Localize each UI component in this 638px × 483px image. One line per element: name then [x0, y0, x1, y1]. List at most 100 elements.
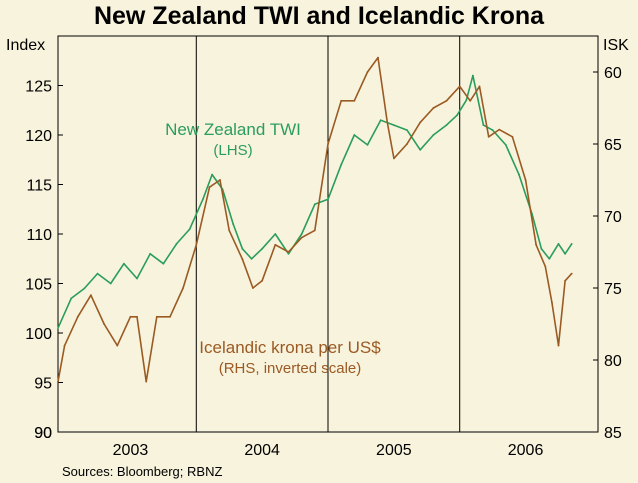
isk-point-37	[487, 135, 490, 138]
isk-point-26	[366, 71, 369, 73]
chart-title: New Zealand TWI and Icelandic Krona	[93, 2, 545, 30]
isk-line	[57, 56, 573, 383]
isk-point-30	[406, 143, 408, 145]
isk-point-24	[340, 99, 343, 102]
isk-point-20	[287, 251, 290, 253]
nztwi-point-32	[456, 114, 458, 117]
nztwi-series-label: New Zealand TWI	[165, 120, 301, 139]
isk-point-38	[498, 128, 501, 131]
right-axis-ticks: 60 65 70 75 80 85	[593, 65, 622, 442]
nztwi-point-10	[188, 228, 191, 231]
x-label-2004: 2004	[244, 442, 280, 459]
nztwi-point-3	[96, 272, 99, 275]
nztwi-point-20	[300, 233, 303, 235]
nztwi-point-37	[504, 144, 507, 146]
nztwi-point-18	[274, 233, 277, 235]
left-tick-90: 90	[34, 425, 52, 442]
isk-point-22	[313, 229, 316, 232]
isk-point-7	[136, 315, 138, 318]
right-tick-70: 70	[604, 209, 622, 226]
nztwi-series-sublabel: (LHS)	[213, 142, 252, 159]
left-tick-95: 95	[34, 376, 52, 393]
isk-point-32	[432, 107, 435, 109]
isk-point-11	[182, 287, 185, 289]
isk-point-39	[511, 135, 514, 138]
left-tick-90: 90	[34, 425, 52, 442]
isk-point-3	[90, 294, 92, 297]
nztwi-point-6	[136, 277, 138, 280]
isk-point-8	[145, 380, 148, 383]
isk-point-25	[353, 99, 356, 102]
right-axis-unit: ISK	[603, 37, 629, 54]
nztwi-point-35	[482, 124, 485, 126]
nztwi-point-24	[353, 134, 356, 136]
isk-point-33	[445, 99, 448, 102]
isk-point-41	[535, 243, 537, 246]
isk-point-45	[564, 279, 566, 282]
isk-point-15	[228, 229, 231, 232]
nztwi-point-11	[202, 198, 204, 201]
nztwi-point-44	[570, 243, 573, 245]
nztwi-point-15	[241, 247, 244, 250]
nztwi-point-34	[472, 74, 474, 77]
isk-point-16	[241, 258, 244, 261]
isk-point-4	[103, 323, 105, 325]
left-tick-115: 115	[26, 178, 52, 195]
right-tick-85: 85	[604, 425, 622, 442]
isk-point-21	[300, 236, 303, 239]
left-tick-125: 125	[25, 79, 52, 96]
nztwi-point-12	[211, 173, 214, 176]
nztwi-point-43	[564, 252, 566, 255]
nztwi-point-7	[149, 252, 152, 255]
isk-point-10	[169, 315, 171, 318]
nztwi-point-42	[557, 243, 560, 245]
x-label-2006: 2006	[508, 442, 544, 459]
left-tick-105: 105	[25, 277, 52, 294]
isk-point-6	[129, 315, 132, 318]
isk-point-34	[458, 85, 461, 88]
nztwi-point-29	[419, 148, 422, 151]
isk-point-13	[208, 186, 211, 189]
nztwi-point-19	[287, 252, 290, 255]
isk-point-17	[252, 287, 254, 289]
isk-point-9	[155, 315, 158, 318]
isk-point-29	[393, 157, 395, 160]
nztwi-point-40	[540, 247, 543, 250]
nztwi-point-26	[379, 119, 382, 122]
nztwi-point-31	[445, 124, 448, 126]
nztwi-line	[57, 74, 573, 329]
right-tick-80: 80	[604, 353, 622, 370]
nztwi-point-8	[162, 262, 165, 265]
nztwi-point-30	[432, 134, 435, 136]
isk-point-2	[76, 315, 79, 318]
isk-point-19	[274, 243, 277, 246]
nztwi-point-14	[232, 223, 235, 226]
isk-point-44	[557, 344, 560, 347]
left-tick-100: 100	[25, 326, 52, 343]
left-tick-110: 110	[26, 227, 52, 244]
series-lines	[57, 56, 573, 383]
isk-point-27	[377, 56, 379, 59]
nztwi-point-17	[261, 247, 263, 250]
nztwi-point-38	[518, 173, 520, 176]
right-tick-75: 75	[604, 281, 622, 298]
isk-point-31	[419, 121, 422, 124]
nztwi-point-16	[250, 257, 253, 260]
left-tick-120: 120	[25, 128, 52, 145]
isk-point-35	[469, 99, 472, 102]
x-label-2005: 2005	[376, 442, 412, 459]
nztwi-point-0	[57, 327, 59, 329]
isk-point-12	[195, 243, 198, 246]
gridlines	[195, 36, 461, 432]
right-tick-60: 60	[604, 65, 622, 82]
x-label-2003: 2003	[113, 442, 149, 459]
right-tick-65: 65	[604, 137, 622, 154]
isk-point-0	[57, 380, 59, 383]
isk-point-40	[524, 179, 527, 181]
isk-series-label: Icelandic krona per US$	[199, 338, 381, 357]
nztwi-point-9	[175, 243, 178, 245]
x-axis-labels: 2003 2004 2005 2006	[113, 442, 544, 459]
isk-point-18	[261, 279, 263, 282]
nztwi-point-23	[340, 163, 343, 166]
